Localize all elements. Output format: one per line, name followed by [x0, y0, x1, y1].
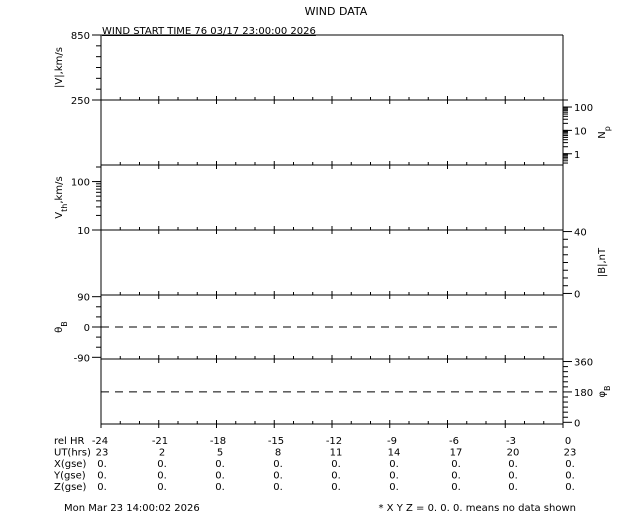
cell-value: 0. — [331, 471, 341, 482]
cell-value: 0. — [565, 459, 575, 470]
cell-value: 0. — [97, 471, 107, 482]
cell-value: 0. — [565, 471, 575, 482]
cell-value: 0. — [215, 471, 225, 482]
panels: 850 250 |V|,km/s 100 10 1 Np 100 10 Vth,km/s 40 0 |B… — [54, 31, 612, 429]
cell-value: 0. — [97, 459, 107, 470]
cell-value: 0. — [389, 482, 399, 493]
cell-value: 0. — [331, 459, 341, 470]
y-tick-label: 360 — [574, 358, 593, 369]
cell-value: 0. — [331, 482, 341, 493]
y-tick-label: 1 — [574, 150, 580, 161]
y-tick-label: 0 — [574, 418, 580, 429]
y-axis-label: |V|,km/s — [54, 47, 65, 88]
y-axis-label: φB — [597, 385, 612, 397]
cell-value: 11 — [330, 448, 343, 459]
y-tick-label: -90 — [74, 353, 90, 364]
position-table: rel HR -24 -21 -18 -15 -12 -9 -6 -3 0 UT(hrs) 23 2 5 8… — [53, 436, 576, 493]
y-tick-label: 100 — [71, 178, 90, 189]
cell-value: 0 — [565, 436, 571, 447]
chart-title: WIND DATA — [305, 5, 368, 18]
y-tick-label: 0 — [84, 323, 90, 334]
cell-value: 0. — [157, 482, 167, 493]
y-axis-label: θB — [54, 321, 69, 333]
y-axis-label-main: |B|,nT — [597, 247, 608, 277]
cell-value: -21 — [152, 436, 168, 447]
cell-value: 14 — [388, 448, 401, 459]
y-axis-label-main: θ — [54, 327, 65, 333]
panel-3: 40 0 |B|,nT — [100, 228, 608, 300]
cell-value: 0. — [157, 459, 167, 470]
cell-value: 0. — [273, 482, 283, 493]
y-axis-label-sub: th — [60, 204, 69, 212]
panel-1: 100 10 1 Np — [100, 99, 612, 169]
y-tick-label: 0 — [574, 289, 580, 300]
cell-value: -12 — [326, 436, 342, 447]
cell-value: -15 — [268, 436, 284, 447]
cell-value: -18 — [210, 436, 226, 447]
cell-value: 0. — [508, 482, 518, 493]
row-label: Z(gse) — [54, 482, 86, 493]
cell-value: 0. — [273, 471, 283, 482]
y-axis-label-main: N — [597, 131, 608, 138]
cell-value: 23 — [564, 448, 577, 459]
y-tick-label: 40 — [574, 228, 587, 239]
y-axis-label-main: φ — [597, 391, 608, 398]
y-axis-label: Np — [597, 126, 612, 139]
y-axis-label-suffix: ,km/s — [54, 176, 65, 203]
cell-value: 0. — [565, 482, 575, 493]
y-axis-label-sub: B — [60, 321, 69, 327]
panel-2: 100 10 Vth,km/s — [54, 164, 564, 237]
cell-value: 0. — [451, 459, 461, 470]
y-axis-label-main: |V|,km/s — [54, 47, 65, 88]
row-label: rel HR — [54, 436, 85, 447]
y-tick-label: 180 — [574, 388, 593, 399]
y-tick-label: 90 — [77, 293, 90, 304]
start-time-label: WIND START TIME 76 03/17 23:00:00 2026 — [102, 26, 316, 37]
cell-value: 0. — [508, 471, 518, 482]
y-tick-label: 100 — [574, 103, 593, 114]
row-label: Y(gse) — [53, 471, 86, 482]
y-tick-label: 250 — [71, 96, 90, 107]
cell-value: 0. — [215, 459, 225, 470]
cell-value: 0. — [157, 471, 167, 482]
cell-value: 0. — [97, 482, 107, 493]
y-tick-label: 10 — [77, 226, 90, 237]
cell-value: 2 — [159, 448, 165, 459]
cell-value: 0. — [508, 459, 518, 470]
y-axis-label: |B|,nT — [597, 247, 608, 277]
y-axis-label-sub: p — [603, 126, 612, 131]
footer-note: * X Y Z = 0. 0. 0. means no data shown — [378, 503, 576, 512]
cell-value: -6 — [449, 436, 459, 447]
panel-5: 360 180 0 φB — [100, 358, 612, 429]
cell-value: 0. — [451, 471, 461, 482]
y-axis-label-main: V — [54, 212, 65, 219]
cell-value: 8 — [275, 448, 281, 459]
y-axis-label-sub: B — [603, 385, 612, 391]
panel-0: 850 250 |V|,km/s — [54, 31, 564, 107]
row-label: X(gse) — [54, 459, 86, 470]
cell-value: 0. — [389, 459, 399, 470]
row-label: UT(hrs) — [54, 448, 91, 459]
cell-value: -3 — [506, 436, 516, 447]
cell-value: -9 — [387, 436, 397, 447]
cell-value: 23 — [96, 448, 109, 459]
y-axis-label: Vth,km/s — [54, 176, 69, 218]
y-tick-label: 850 — [71, 31, 90, 42]
cell-value: 0. — [389, 471, 399, 482]
cell-value: 0. — [215, 482, 225, 493]
cell-value: 20 — [507, 448, 520, 459]
cell-value: 0. — [451, 482, 461, 493]
panel-4: 90 0 -90 θB — [54, 293, 564, 364]
cell-value: 5 — [217, 448, 223, 459]
cell-value: 17 — [450, 448, 463, 459]
cell-value: -24 — [92, 436, 108, 447]
cell-value: 0. — [273, 459, 283, 470]
y-tick-label: 10 — [574, 126, 587, 137]
footer-timestamp: Mon Mar 23 14:00:02 2026 — [64, 503, 200, 512]
